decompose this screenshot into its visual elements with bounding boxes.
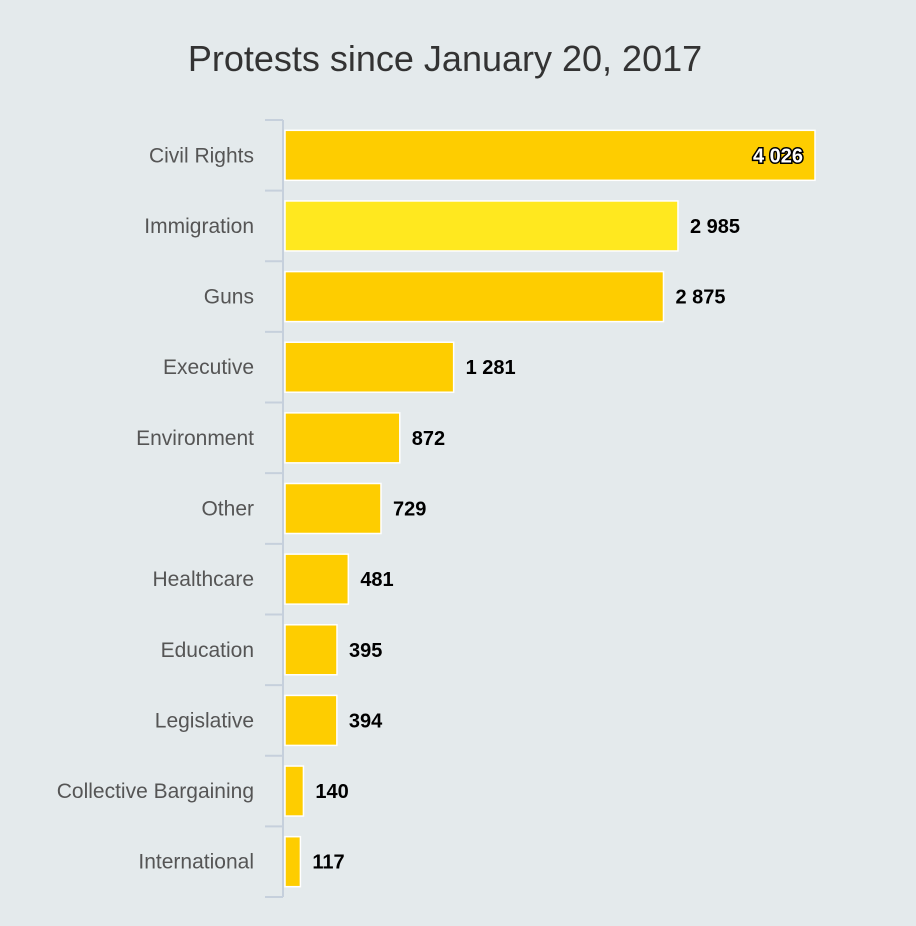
category-label: Healthcare — [152, 568, 254, 591]
value-label: 1 281 — [466, 357, 516, 379]
category-axis — [265, 119, 284, 898]
value-label: 2 875 — [675, 287, 725, 309]
bar-international — [284, 835, 302, 888]
bars — [284, 129, 816, 888]
bar-other — [284, 482, 382, 535]
labels: Civil Rights 4 026 Immigration 2 985 Guns 2 8… — [57, 144, 805, 874]
category-label: Education — [161, 639, 254, 662]
chart-title: Protests since January 20, 2017 — [187, 38, 703, 79]
bar-environment — [284, 412, 401, 464]
bar-immigration — [284, 200, 679, 252]
value-label: 394 — [349, 710, 383, 732]
value-label: 140 — [315, 781, 348, 803]
value-label: 729 — [393, 499, 426, 521]
bar-civil-rights — [284, 129, 816, 182]
category-label: Executive — [163, 356, 254, 379]
category-label: Legislative — [155, 709, 254, 732]
category-label: Collective Bargaining — [57, 780, 254, 803]
bar-guns — [284, 270, 665, 323]
category-label: Environment — [136, 427, 254, 450]
value-label: 117 — [312, 852, 344, 874]
category-label: Immigration — [144, 215, 254, 238]
value-label: 2 985 — [690, 216, 740, 238]
value-label: 481 — [360, 569, 393, 591]
value-label: 872 — [412, 428, 445, 450]
value-label: 4 026 — [753, 145, 803, 167]
bar-education — [284, 624, 338, 676]
category-label: Other — [201, 498, 254, 521]
category-label: Civil Rights — [149, 144, 254, 167]
bar-legislative — [284, 694, 338, 747]
category-label: International — [138, 851, 254, 874]
bar-collective-bargaining — [284, 765, 305, 817]
bar-executive — [284, 341, 455, 393]
bar-healthcare — [284, 553, 350, 605]
category-label: Guns — [204, 286, 254, 309]
value-label: 395 — [349, 640, 382, 662]
